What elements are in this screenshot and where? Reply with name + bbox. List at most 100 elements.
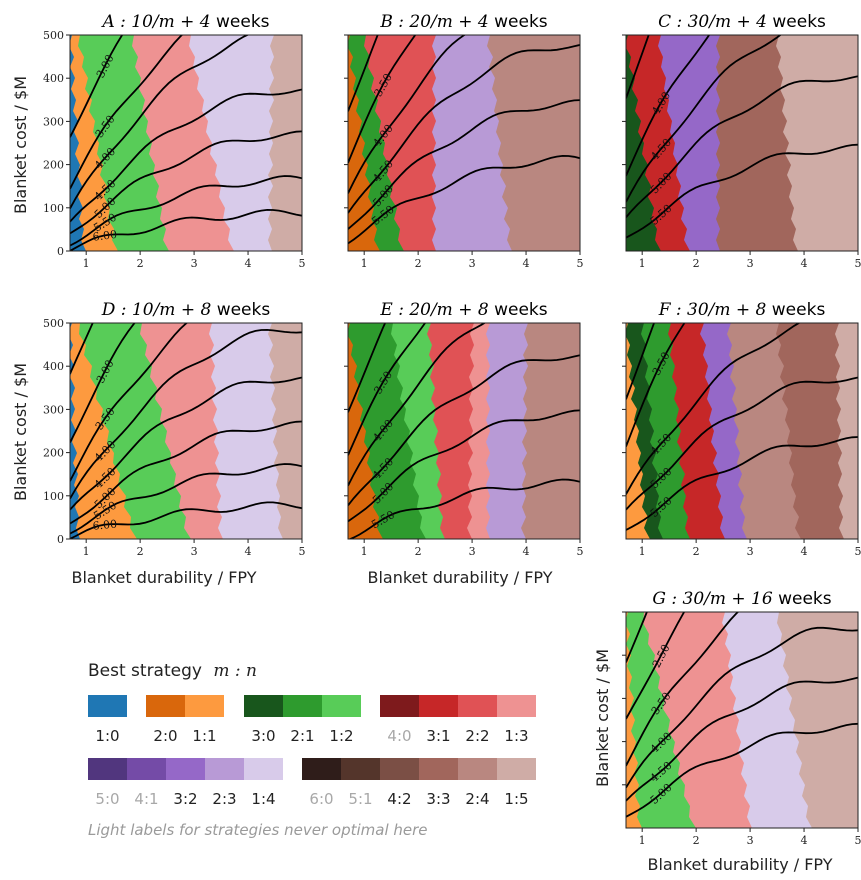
xtick-label: 1 (361, 257, 368, 270)
legend-label-1-1: 1:1 (192, 727, 216, 745)
xtick-label: 1 (361, 545, 368, 558)
legend-label-2-2: 2:2 (465, 727, 489, 745)
xtick-label: 2 (693, 834, 700, 847)
contour-4.50 (626, 676, 858, 802)
contour-4.50 (70, 88, 302, 223)
contour-label: 6.00 (92, 228, 118, 244)
contour-6.00 (70, 501, 302, 539)
contours-A: 3.003.504.004.505.005.506.00 (70, 35, 302, 251)
title-F: F : 30/m + 8 weeks (658, 300, 826, 320)
ytick-label: 500 (43, 317, 64, 330)
ytick-label: 300 (43, 403, 64, 416)
ytick-label: 400 (43, 72, 64, 85)
legend-label-1-0: 1:0 (95, 727, 119, 745)
legend-label-3-1: 3:1 (426, 727, 450, 745)
xtick-label: 5 (855, 834, 861, 847)
legend-swatch-4-1 (127, 758, 166, 780)
panel-C: 4.004.505.005.501 2 3 4 5C : 30/m + 4 weeks (622, 0, 861, 270)
contour-5.00 (626, 75, 858, 218)
contour-4.00 (70, 35, 250, 209)
legend-label-1-5: 1:5 (504, 790, 528, 808)
title-G: G : 30/m + 16 weeks (652, 589, 831, 609)
legend-title: Best strategy m : n (88, 661, 257, 681)
contour-4.50 (348, 44, 580, 214)
frame-D (69, 322, 303, 540)
contour-3.50 (348, 35, 417, 164)
contour-4.00 (70, 328, 302, 500)
region-1-1 (626, 612, 642, 828)
contour-3.00 (70, 35, 124, 138)
ylabel-row1: Blanket cost / $M (11, 76, 30, 214)
legend-label-3-3: 3:3 (426, 790, 450, 808)
legend-swatch-1-3 (497, 695, 536, 717)
legend-swatch-1-2 (322, 695, 361, 717)
contour-3.50 (348, 323, 427, 456)
panel-B: 3.504.004.505.005.501 2 3 4 5B : 20/m + 4 we… (344, 12, 584, 270)
frame-C (625, 34, 859, 252)
panels: 3.003.504.004.505.005.506.00 1 2 3 4 5 0 100 200… (43, 0, 861, 847)
legend-label-6-0: 6:0 (309, 790, 333, 808)
legend-label-1-3: 1:3 (504, 727, 528, 745)
ylabel-g: Blanket cost / $M (593, 649, 612, 787)
xtick-label: 4 (801, 545, 808, 558)
xtick-label: 4 (245, 257, 252, 270)
contour-5.00 (626, 722, 858, 818)
xtick-label: 1 (639, 834, 646, 847)
xtick-label: 3 (469, 257, 476, 270)
xtick-label: 2 (415, 257, 422, 270)
contour-3.50 (626, 612, 740, 767)
ytick-label: 400 (43, 360, 64, 373)
legend-swatch-3-0 (244, 695, 283, 717)
contour-5.50 (626, 436, 858, 531)
legend-swatches: 1:0 2:0 1:1 3:0 2:1 1:2 4:0 3:1 2:2 1:3 5:0 4:1 3:2 2… (88, 695, 536, 808)
frame-A (69, 34, 303, 252)
panel-A: 3.003.504.004.505.005.506.00 1 2 3 4 5 0 100 200… (43, 12, 306, 270)
legend-label-1-4: 1:4 (251, 790, 275, 808)
legend-swatch-2-2 (458, 695, 497, 717)
xtick-label: 1 (639, 257, 646, 270)
xtick-label: 3 (469, 545, 476, 558)
contour-4.50 (626, 35, 782, 203)
ytick-label: 0 (57, 533, 64, 546)
legend-swatch-2-0 (146, 695, 185, 717)
legend-label-2-3: 2:3 (212, 790, 236, 808)
contour-5.50 (348, 154, 580, 245)
title-A: A : 10/m + 4 weeks (100, 12, 269, 32)
legend-note: Light labels for strategies never optima… (88, 821, 428, 839)
region-2-0 (348, 323, 383, 539)
xtick-label: 3 (747, 257, 754, 270)
ylabel-row2: Blanket cost / $M (11, 363, 30, 501)
legend-title-math: m : n (213, 661, 257, 681)
contour-5.00 (348, 409, 580, 523)
legend-swatch-1-1 (185, 695, 224, 717)
title-E: E : 20/m + 8 weeks (379, 300, 547, 320)
region-1-2 (626, 612, 696, 828)
legend-swatch-3-2 (166, 758, 205, 780)
contour-5.50 (626, 143, 858, 239)
legend-label-2-4: 2:4 (465, 790, 489, 808)
xtick-label: 4 (523, 545, 530, 558)
legend-swatch-6-0 (302, 758, 341, 780)
contour-3.50 (626, 323, 686, 447)
legend-swatch-4-2 (380, 758, 419, 780)
legend-label-5-1: 5:1 (348, 790, 372, 808)
contour-label: 6.00 (92, 518, 118, 533)
legend-swatch-1-4 (244, 758, 283, 780)
legend-label-3-2: 3:2 (173, 790, 197, 808)
contour-2.50 (626, 612, 686, 720)
region-1-0 (70, 35, 86, 251)
legend-swatch-2-4 (458, 758, 497, 780)
contour-4.00 (626, 35, 711, 177)
contour-5.50 (348, 478, 580, 539)
ytick-label: 100 (43, 490, 64, 503)
legend-swatch-5-1 (341, 758, 380, 780)
xtick-label: 2 (137, 545, 144, 558)
xtick-label: 1 (639, 545, 646, 558)
regions-E (348, 323, 580, 539)
contour-2.50 (626, 0, 858, 8)
ytick-label: 100 (43, 202, 64, 215)
xtick-label: 2 (693, 545, 700, 558)
contour-4.00 (348, 323, 487, 487)
contour-5.00 (626, 376, 858, 511)
ytick-label: 200 (43, 447, 64, 460)
